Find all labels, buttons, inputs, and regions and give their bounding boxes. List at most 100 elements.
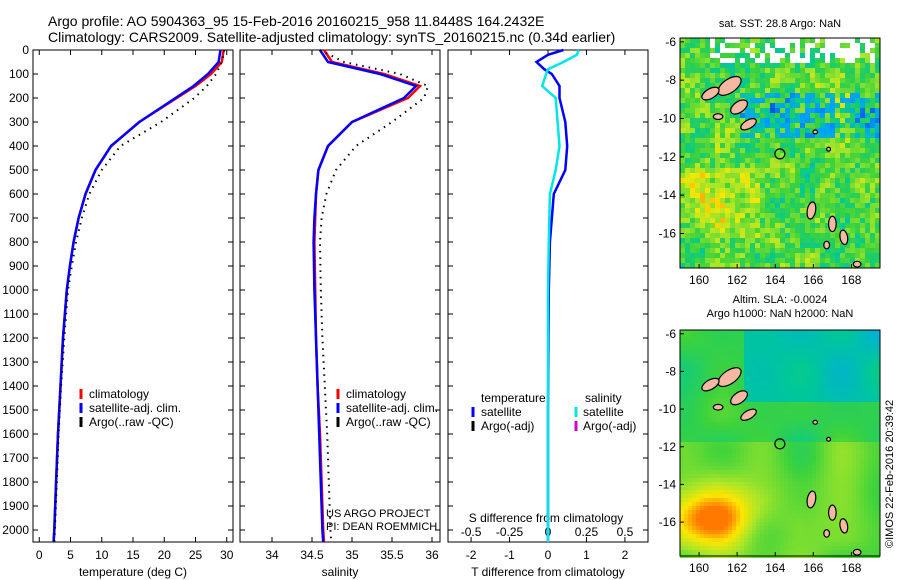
sla-cell (784, 522, 788, 526)
sst-cell (715, 58, 720, 63)
sst-cell (805, 253, 810, 258)
sst-cell (770, 153, 775, 158)
sla-cell (724, 474, 728, 478)
sla-cell (728, 538, 732, 542)
sla-cell (788, 362, 792, 366)
sst-cell (680, 223, 685, 228)
sla-cell (748, 334, 752, 338)
sla-cell (864, 514, 868, 518)
sst-cell (755, 143, 760, 148)
sst-cell (695, 253, 700, 258)
sst-cell (845, 158, 850, 163)
sst-cell (820, 188, 825, 193)
sla-cell (808, 458, 812, 462)
sla-cell (708, 514, 712, 518)
sst-cell (875, 238, 880, 243)
sst-cell (800, 178, 805, 183)
sla-cell (696, 382, 700, 386)
sla-cell (852, 350, 856, 354)
sst-cell (810, 163, 815, 168)
sla-cell (752, 330, 756, 334)
sla-cell (804, 490, 808, 494)
sla-cell (796, 446, 800, 450)
sla-cell (856, 462, 860, 466)
sla-cell (844, 422, 848, 426)
sla-cell (688, 474, 692, 478)
sla-cell (800, 418, 804, 422)
sst-cell (865, 203, 870, 208)
sla-cell (860, 402, 864, 406)
sla-cell (748, 466, 752, 470)
sla-cell (712, 342, 716, 346)
sst-cell (725, 158, 730, 163)
sla-cell (876, 358, 880, 362)
sla-cell (756, 450, 760, 454)
sst-cell (715, 198, 720, 203)
sst-cell (715, 223, 720, 228)
sla-cell (792, 362, 796, 366)
sst-cell (830, 73, 835, 78)
sla-cell (780, 458, 784, 462)
sla-cell (764, 486, 768, 490)
sla-cell (792, 538, 796, 542)
sst-cell (865, 78, 870, 83)
sla-cell (836, 446, 840, 450)
sst-cell (715, 233, 720, 238)
sla-cell (708, 470, 712, 474)
sst-cell (740, 178, 745, 183)
sla-cell (812, 438, 816, 442)
sla-cell (808, 422, 812, 426)
sst-cell (740, 238, 745, 243)
sst-cell (815, 68, 820, 73)
sst-cell (860, 78, 865, 83)
sla-cell (844, 434, 848, 438)
sla-cell (740, 442, 744, 446)
sla-cell (708, 442, 712, 446)
sla-cell (860, 410, 864, 414)
sla-cell (752, 378, 756, 382)
sst-cell (850, 83, 855, 88)
sla-cell (788, 526, 792, 530)
sla-cell (848, 442, 852, 446)
sla-cell (856, 370, 860, 374)
sst-cell (845, 128, 850, 133)
sla-cell (724, 542, 728, 546)
sla-cell (756, 526, 760, 530)
sla-cell (796, 542, 800, 546)
sla-cell (828, 382, 832, 386)
sla-cell (764, 450, 768, 454)
sla-cell (816, 414, 820, 418)
sla-cell (684, 366, 688, 370)
sla-cell (744, 510, 748, 514)
sla-cell (728, 346, 732, 350)
sla-cell (868, 354, 872, 358)
sst-cell (690, 83, 695, 88)
sla-cell (712, 410, 716, 414)
sst-cell (740, 83, 745, 88)
sla-cell (836, 482, 840, 486)
sst-cell (730, 168, 735, 173)
sla-cell (792, 442, 796, 446)
sla-cell (788, 386, 792, 390)
sla-cell (776, 430, 780, 434)
sst-cell (790, 233, 795, 238)
sla-cell (784, 334, 788, 338)
sla-cell (832, 470, 836, 474)
sla-cell (800, 522, 804, 526)
sla-cell (784, 546, 788, 550)
sla-cell (824, 474, 828, 478)
sla-cell (796, 522, 800, 526)
sla-cell (820, 462, 824, 466)
sla-cell (704, 358, 708, 362)
sst-cell (855, 208, 860, 213)
sla-cell (760, 434, 764, 438)
sla-cell (760, 466, 764, 470)
sla-cell (740, 338, 744, 342)
sla-cell (792, 526, 796, 530)
sla-cell (804, 506, 808, 510)
sla-cell (696, 334, 700, 338)
sla-cell (832, 378, 836, 382)
sla-cell (704, 478, 708, 482)
sst-cell (695, 118, 700, 123)
sla-cell (696, 374, 700, 378)
